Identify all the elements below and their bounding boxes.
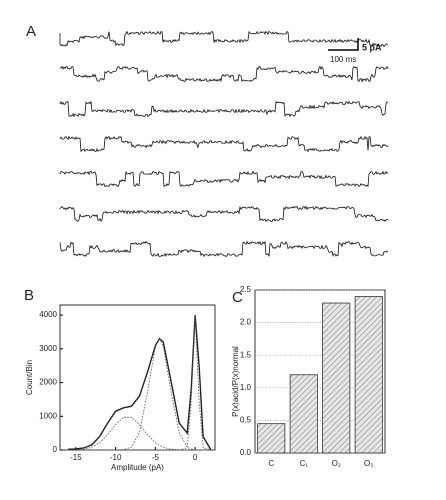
bar xyxy=(289,374,318,454)
y-tick-label: 2000 xyxy=(39,378,57,387)
y-tick-label: 1.5 xyxy=(240,350,252,359)
current-trace xyxy=(59,135,389,153)
x-tick-label: -10 xyxy=(110,453,122,462)
y-tick-label: 2.0 xyxy=(240,318,252,327)
y-tick-label: 1000 xyxy=(39,411,57,420)
fit-curve xyxy=(67,416,211,451)
y-tick-label: 0.0 xyxy=(240,448,252,457)
current-trace xyxy=(59,100,389,118)
x-tick-label: O₃ xyxy=(364,459,373,468)
y-tick-label: 0 xyxy=(53,445,58,454)
panel-label: C xyxy=(232,289,243,306)
current-trace xyxy=(59,65,389,83)
current-trace xyxy=(59,240,389,258)
histogram-line xyxy=(67,315,212,451)
panel-label: A xyxy=(26,23,36,40)
y-tick-label: 4000 xyxy=(39,310,57,319)
scale-x-label: 100 ms xyxy=(330,55,356,64)
y-tick-label: 3000 xyxy=(39,344,57,353)
scale-y-label: 5 pA xyxy=(362,42,382,52)
scale-bar xyxy=(328,38,359,51)
y-axis-label: P(x)acid/P(x)normal xyxy=(231,346,240,417)
bar xyxy=(322,302,351,454)
x-tick-label: C₁ xyxy=(300,459,309,468)
panel-label: B xyxy=(24,287,34,304)
x-tick-label: -5 xyxy=(152,453,160,462)
fit-curve xyxy=(67,315,212,451)
x-axis-label: Amplitude (pA) xyxy=(111,463,164,472)
x-tick-label: -15 xyxy=(70,453,82,462)
y-tick-label: 1.0 xyxy=(240,383,252,392)
bar xyxy=(354,296,383,454)
x-tick-label: 0 xyxy=(193,453,198,462)
current-trace xyxy=(59,30,389,48)
y-axis-label: Count/Bin xyxy=(25,360,34,395)
current-trace xyxy=(59,170,389,188)
current-trace xyxy=(59,205,389,223)
bar xyxy=(257,423,286,454)
x-tick-label: C xyxy=(268,459,274,468)
y-tick-label: 0.5 xyxy=(240,416,252,425)
y-tick-label: 2.5 xyxy=(240,285,252,294)
x-tick-label: O₂ xyxy=(332,459,341,468)
